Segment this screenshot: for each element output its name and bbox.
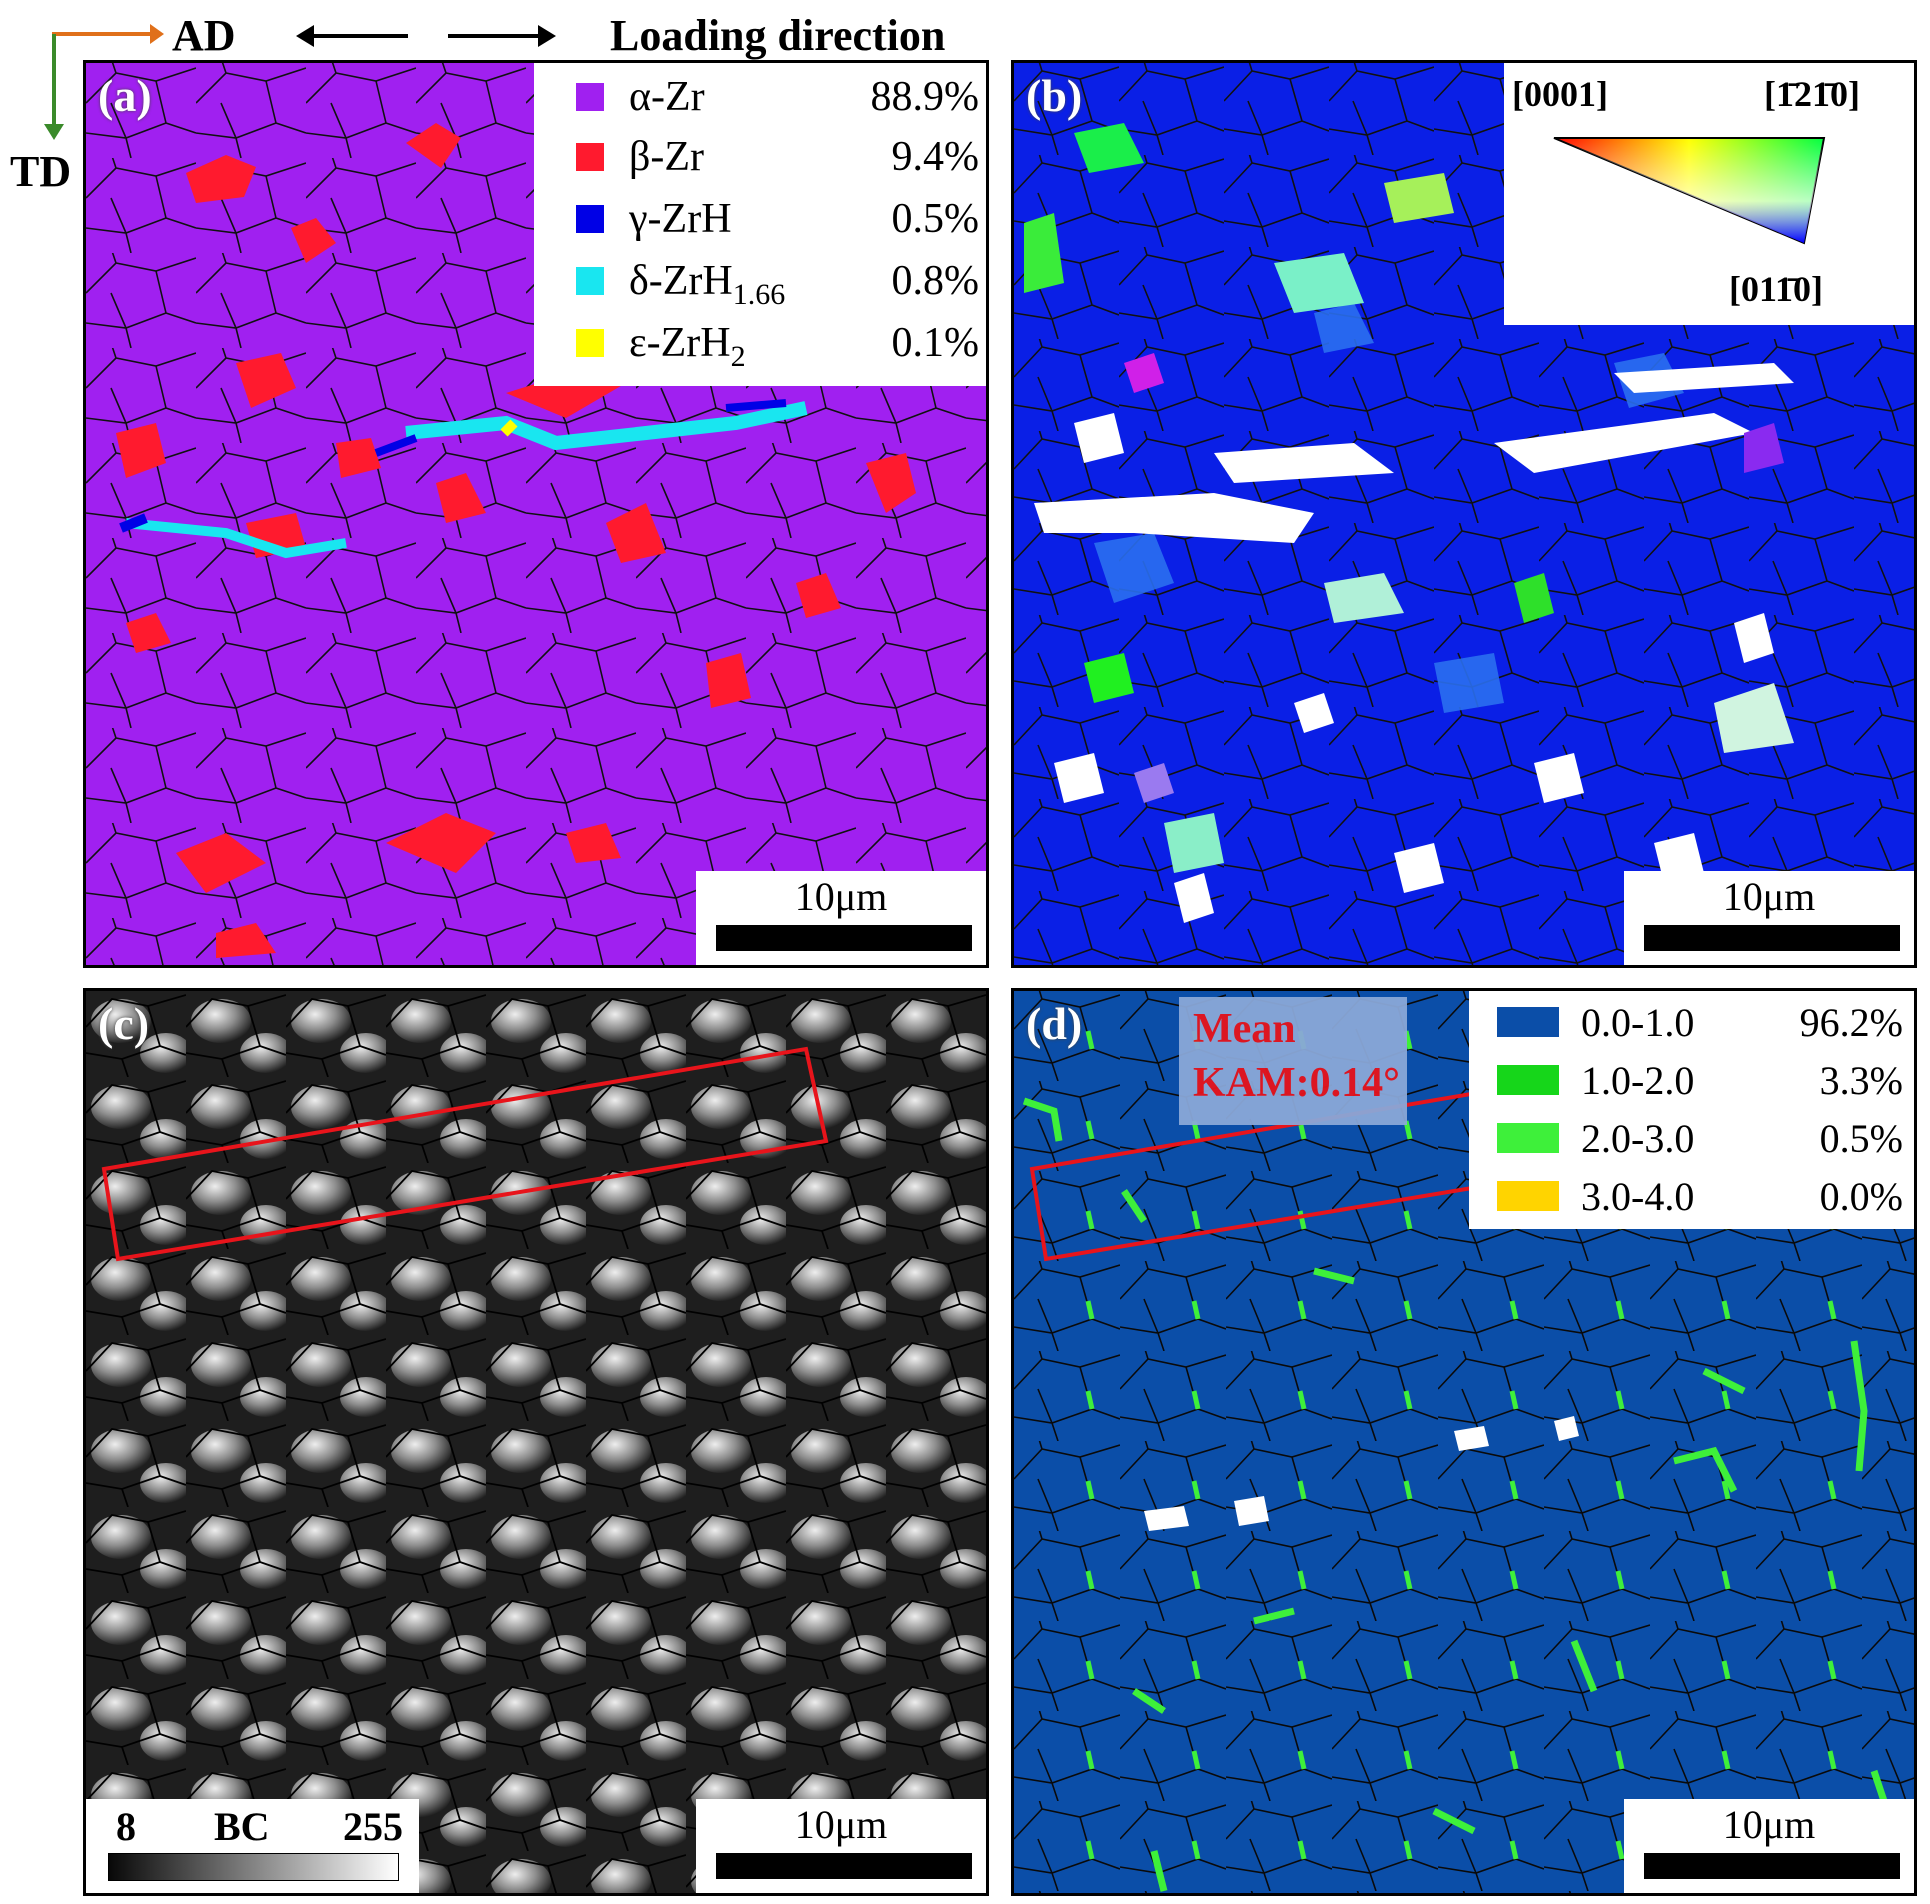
td-label: TD xyxy=(10,147,72,196)
ad-arrow xyxy=(52,24,164,44)
band-contrast-image xyxy=(86,991,986,1893)
scale-bar-line xyxy=(1644,1853,1900,1879)
legend-row-beta: β-Zr 9.4% xyxy=(534,129,986,189)
kam-range: 3.0-4.0 xyxy=(1581,1174,1695,1219)
scale-bar: 10μm xyxy=(1624,1799,1914,1893)
panel-a-label: (a) xyxy=(98,70,152,121)
ad-label: AD xyxy=(172,11,236,60)
legend-value: 9.4% xyxy=(891,134,980,180)
legend-name: δ-ZrH1.66 xyxy=(629,258,786,311)
swatch-epsilon xyxy=(576,329,604,357)
legend-name: ε-ZrH2 xyxy=(629,320,746,373)
swatch-delta xyxy=(576,267,604,295)
kam-swatch xyxy=(1497,1123,1559,1153)
scale-bar: 10μm xyxy=(1624,871,1914,965)
swatch-beta xyxy=(576,143,604,171)
panel-b-label: (b) xyxy=(1026,70,1083,121)
kam-row: 1.0-2.0 3.3% xyxy=(1469,1053,1914,1111)
legend-row-alpha: α-Zr 88.9% xyxy=(534,69,986,129)
kam-value: 3.3% xyxy=(1819,1058,1903,1103)
bc-gradient-bar xyxy=(108,1853,399,1881)
kam-range: 2.0-3.0 xyxy=(1581,1116,1695,1161)
kam-row: 3.0-4.0 0.0% xyxy=(1469,1169,1914,1227)
kam-value: 0.5% xyxy=(1819,1116,1903,1161)
ipf-m1210-label: [1̄21̄0] xyxy=(1764,74,1860,114)
scale-bar-label: 10μm xyxy=(794,874,888,919)
kam-row: 0.0-1.0 96.2% xyxy=(1469,995,1914,1053)
loading-arrow-left xyxy=(296,25,408,47)
bc-max-label: 255 xyxy=(343,1804,403,1849)
loading-direction-label: Loading direction xyxy=(610,11,946,60)
mean-kam-box: Mean KAM:0.14° xyxy=(1179,997,1407,1125)
panel-c-label: (c) xyxy=(98,998,150,1049)
legend-row-delta: δ-ZrH1.66 0.8% xyxy=(534,253,986,313)
kam-range: 1.0-2.0 xyxy=(1581,1058,1695,1103)
kam-swatch xyxy=(1497,1007,1559,1037)
legend-row-epsilon: ε-ZrH2 0.1% xyxy=(534,315,986,375)
loading-arrow-right xyxy=(448,25,556,47)
kam-legend: 0.0-1.0 96.2% 1.0-2.0 3.3% 2.0-3.0 0.5% … xyxy=(1469,991,1914,1229)
phase-legend: α-Zr 88.9% β-Zr 9.4% γ-ZrH 0.5% δ-ZrH1.6… xyxy=(534,63,986,386)
mean-kam-line2: KAM:0.14° xyxy=(1193,1060,1400,1106)
scale-bar: 10μm xyxy=(696,1799,986,1893)
legend-row-gamma: γ-ZrH 0.5% xyxy=(534,191,986,251)
kam-swatch xyxy=(1497,1065,1559,1095)
bc-title-label: BC xyxy=(214,1804,270,1849)
legend-value: 88.9% xyxy=(870,74,980,120)
legend-name: α-Zr xyxy=(629,74,705,120)
kam-row: 2.0-3.0 0.5% xyxy=(1469,1111,1914,1169)
td-arrow xyxy=(44,34,64,140)
highlight-region xyxy=(101,1046,829,1262)
kam-range: 0.0-1.0 xyxy=(1581,1000,1695,1045)
axis-arrows xyxy=(44,24,556,140)
scale-bar-line xyxy=(716,925,972,951)
phase-map-panel: (a) α-Zr 88.9% β-Zr 9.4% γ-ZrH 0.5% δ-Zr… xyxy=(83,60,989,968)
ipf-map-panel: (b) [0001] [1̄21̄0] [011̄0] 10μm xyxy=(1011,60,1917,968)
scale-bar: 10μm xyxy=(696,871,986,965)
band-contrast-panel: (c) 8 BC 255 10μm xyxy=(83,988,989,1896)
swatch-alpha xyxy=(576,83,604,111)
ipf-color-key: [0001] [1̄21̄0] [011̄0] xyxy=(1504,63,1914,325)
bc-colorbar: 8 BC 255 xyxy=(86,1799,419,1893)
ipf-0110-label: [011̄0] xyxy=(1729,269,1823,309)
kam-value: 96.2% xyxy=(1799,1000,1903,1045)
scale-bar-label: 10μm xyxy=(794,1802,888,1847)
ipf-map-image xyxy=(1014,63,1914,965)
swatch-gamma xyxy=(576,205,604,233)
scale-bar-label: 10μm xyxy=(1722,1802,1816,1847)
legend-value: 0.5% xyxy=(891,196,980,242)
legend-value: 0.8% xyxy=(891,258,980,304)
legend-name: β-Zr xyxy=(629,134,704,180)
legend-value: 0.1% xyxy=(891,320,980,366)
scale-bar-line xyxy=(716,1853,972,1879)
scale-bar-line xyxy=(1644,925,1900,951)
ipf-0001-label: [0001] xyxy=(1512,74,1608,114)
bc-min-label: 8 xyxy=(116,1804,136,1849)
kam-map-panel: (d) Mean KAM:0.14° 0.0-1.0 96.2% 1.0-2.0… xyxy=(1011,988,1917,1896)
scale-bar-label: 10μm xyxy=(1722,874,1816,919)
legend-name: γ-ZrH xyxy=(629,196,732,242)
panel-d-label: (d) xyxy=(1026,998,1083,1049)
kam-value: 0.0% xyxy=(1819,1174,1903,1219)
kam-swatch xyxy=(1497,1181,1559,1211)
mean-kam-line1: Mean xyxy=(1193,1006,1296,1052)
ipf-triangle xyxy=(1553,137,1826,245)
